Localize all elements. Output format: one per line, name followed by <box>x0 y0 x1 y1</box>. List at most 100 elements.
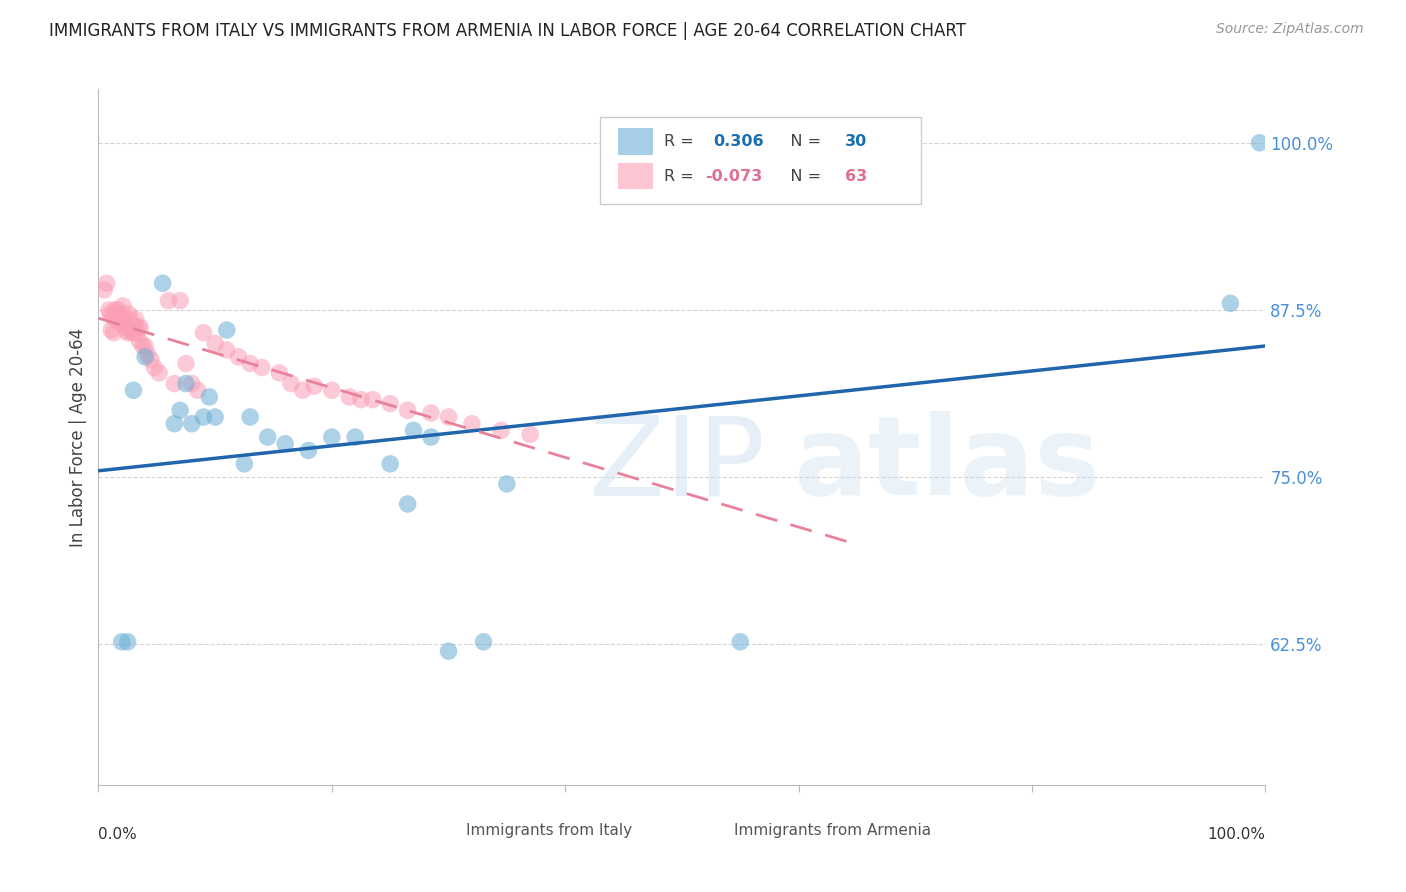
Point <box>163 417 186 431</box>
Point <box>125 312 148 326</box>
Point <box>337 390 360 404</box>
Point <box>100 323 122 337</box>
Text: -0.073: -0.073 <box>706 169 762 184</box>
Point <box>174 357 197 371</box>
Point <box>139 352 162 367</box>
Point <box>402 424 425 438</box>
Point <box>297 443 319 458</box>
Point <box>187 384 209 398</box>
Point <box>361 392 384 407</box>
Text: R =: R = <box>665 169 699 184</box>
Point <box>472 635 495 649</box>
Text: Source: ZipAtlas.com: Source: ZipAtlas.com <box>1216 22 1364 37</box>
Point <box>193 326 215 340</box>
Bar <box>432 822 457 843</box>
Point <box>111 317 134 331</box>
Point <box>380 396 402 410</box>
Point <box>97 303 120 318</box>
Point <box>108 307 131 321</box>
Point <box>121 326 143 340</box>
Y-axis label: In Labor Force | Age 20-64: In Labor Force | Age 20-64 <box>69 327 87 547</box>
Point <box>250 360 273 375</box>
Text: N =: N = <box>775 169 827 184</box>
Point <box>228 350 250 364</box>
Point <box>107 303 129 318</box>
Text: ZIP: ZIP <box>589 411 765 518</box>
Bar <box>617 163 652 189</box>
Point <box>204 410 226 425</box>
Point <box>118 307 141 321</box>
Point <box>114 319 136 334</box>
Point <box>163 376 186 391</box>
Point <box>519 427 541 442</box>
Point <box>180 376 202 391</box>
Point <box>132 339 155 353</box>
Bar <box>699 822 725 843</box>
Point <box>101 310 124 324</box>
Point <box>274 437 297 451</box>
Text: Immigrants from Italy: Immigrants from Italy <box>465 822 633 838</box>
Point <box>115 323 138 337</box>
Point <box>117 326 139 340</box>
Point <box>118 312 141 326</box>
Point <box>134 339 156 353</box>
Point <box>1219 296 1241 310</box>
Point <box>730 635 752 649</box>
Point <box>152 277 174 291</box>
Point <box>96 277 118 291</box>
Point <box>233 457 256 471</box>
Point <box>127 320 149 334</box>
Point <box>489 424 512 438</box>
Point <box>239 357 262 371</box>
FancyBboxPatch shape <box>600 117 921 204</box>
Point <box>215 343 238 358</box>
Point <box>193 410 215 425</box>
Point <box>396 497 419 511</box>
Point <box>110 311 132 326</box>
Point <box>111 299 134 313</box>
Point <box>321 384 343 398</box>
Point <box>269 366 291 380</box>
Point <box>291 384 314 398</box>
Text: R =: R = <box>665 134 704 149</box>
Bar <box>617 128 652 154</box>
Point <box>104 310 127 324</box>
Point <box>157 293 180 308</box>
Point <box>344 430 367 444</box>
Text: IMMIGRANTS FROM ITALY VS IMMIGRANTS FROM ARMENIA IN LABOR FORCE | AGE 20-64 CORR: IMMIGRANTS FROM ITALY VS IMMIGRANTS FROM… <box>49 22 966 40</box>
Point <box>1249 136 1271 150</box>
Text: N =: N = <box>775 134 827 149</box>
Point <box>461 417 484 431</box>
Point <box>105 314 128 328</box>
Point <box>112 312 135 326</box>
Point <box>204 336 226 351</box>
Point <box>420 430 443 444</box>
Point <box>111 635 134 649</box>
Text: atlas: atlas <box>793 411 1099 518</box>
Point <box>396 403 419 417</box>
Text: 63: 63 <box>845 169 868 184</box>
Point <box>380 457 402 471</box>
Text: Immigrants from Armenia: Immigrants from Armenia <box>734 822 932 838</box>
Point <box>496 477 519 491</box>
Point <box>148 366 170 380</box>
Point <box>122 384 145 398</box>
Point <box>129 320 152 334</box>
Point <box>117 635 139 649</box>
Point <box>256 430 278 444</box>
Point <box>350 392 373 407</box>
Text: 0.0%: 0.0% <box>98 827 138 842</box>
Point <box>420 406 443 420</box>
Text: 100.0%: 100.0% <box>1208 827 1265 842</box>
Point <box>239 410 262 425</box>
Point <box>134 350 156 364</box>
Point <box>169 293 191 308</box>
Text: 0.306: 0.306 <box>713 134 763 149</box>
Point <box>136 347 159 361</box>
Point <box>169 403 191 417</box>
Point <box>321 430 343 444</box>
Point <box>198 390 221 404</box>
Point <box>103 326 125 340</box>
Point <box>120 320 142 334</box>
Point <box>125 326 148 340</box>
